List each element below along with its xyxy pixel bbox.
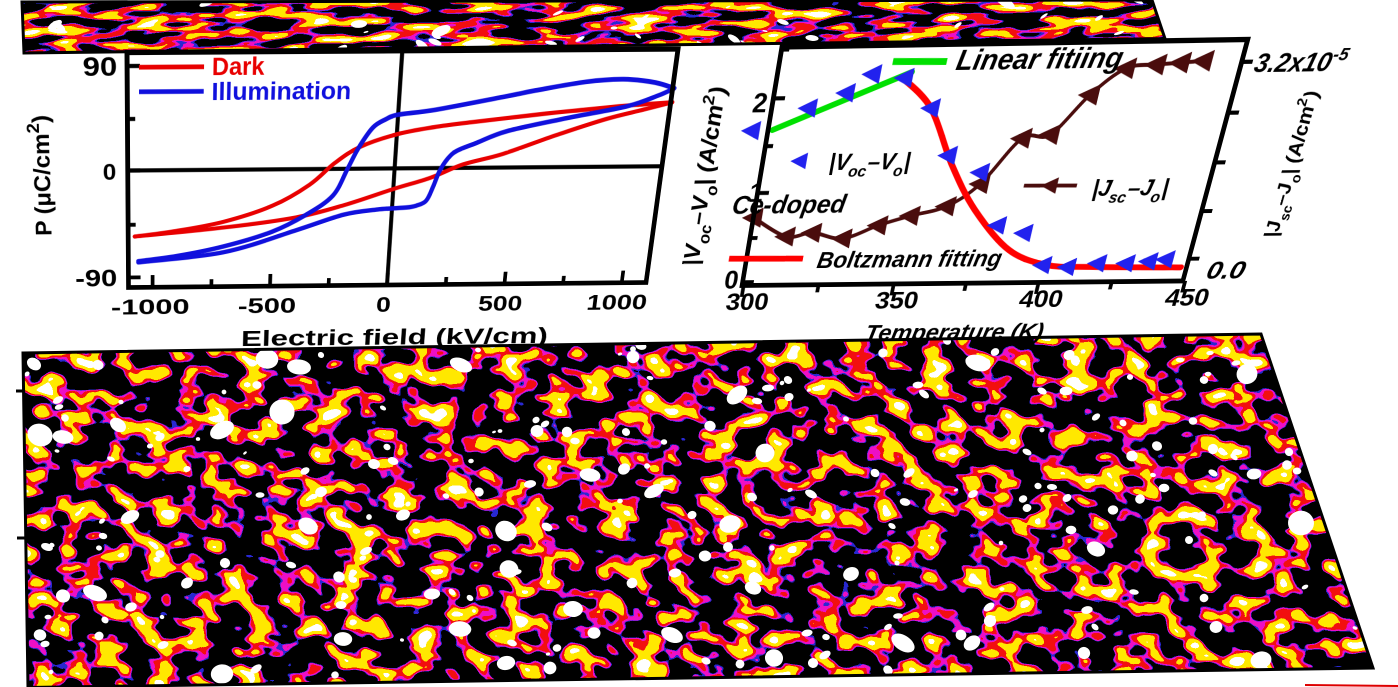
svg-text:0: 0 <box>722 265 741 294</box>
svg-text:Ce-doped: Ce-doped <box>730 189 849 219</box>
svg-text:300: 300 <box>724 289 771 315</box>
svg-text:Boltzmann fitting: Boltzmann fitting <box>815 246 1004 273</box>
svg-text:0: 0 <box>103 160 117 186</box>
svg-text:|Voc–Vo| (A/cm2): |Voc–Vo| (A/cm2) <box>674 86 737 266</box>
svg-text:500: 500 <box>477 292 523 316</box>
svg-text:90: 90 <box>82 51 117 81</box>
svg-text:Dark: Dark <box>212 53 265 81</box>
svg-text:350: 350 <box>873 288 921 314</box>
svg-text:Temperature (K): Temperature (K) <box>863 320 1046 346</box>
svg-text:400: 400 <box>1017 286 1066 312</box>
svg-text:2: 2 <box>751 87 771 119</box>
svg-text:3.2x10-5: 3.2x10-5 <box>1251 43 1352 78</box>
svg-text:1000: 1000 <box>585 291 648 315</box>
svg-text:-500: -500 <box>238 294 297 318</box>
svg-text:450: 450 <box>1162 285 1213 312</box>
svg-text:-90: -90 <box>75 264 117 291</box>
svg-text:Linear fitiing: Linear fitiing <box>953 41 1127 77</box>
svg-text:0: 0 <box>375 293 391 317</box>
svg-text:1: 1 <box>747 177 766 207</box>
svg-text:0.0: 0.0 <box>1203 258 1248 285</box>
svg-text:Electric field (kV/cm): Electric field (kV/cm) <box>241 324 549 351</box>
svg-text:-1000: -1000 <box>111 295 190 320</box>
svg-text:Illumination: Illumination <box>211 77 352 106</box>
